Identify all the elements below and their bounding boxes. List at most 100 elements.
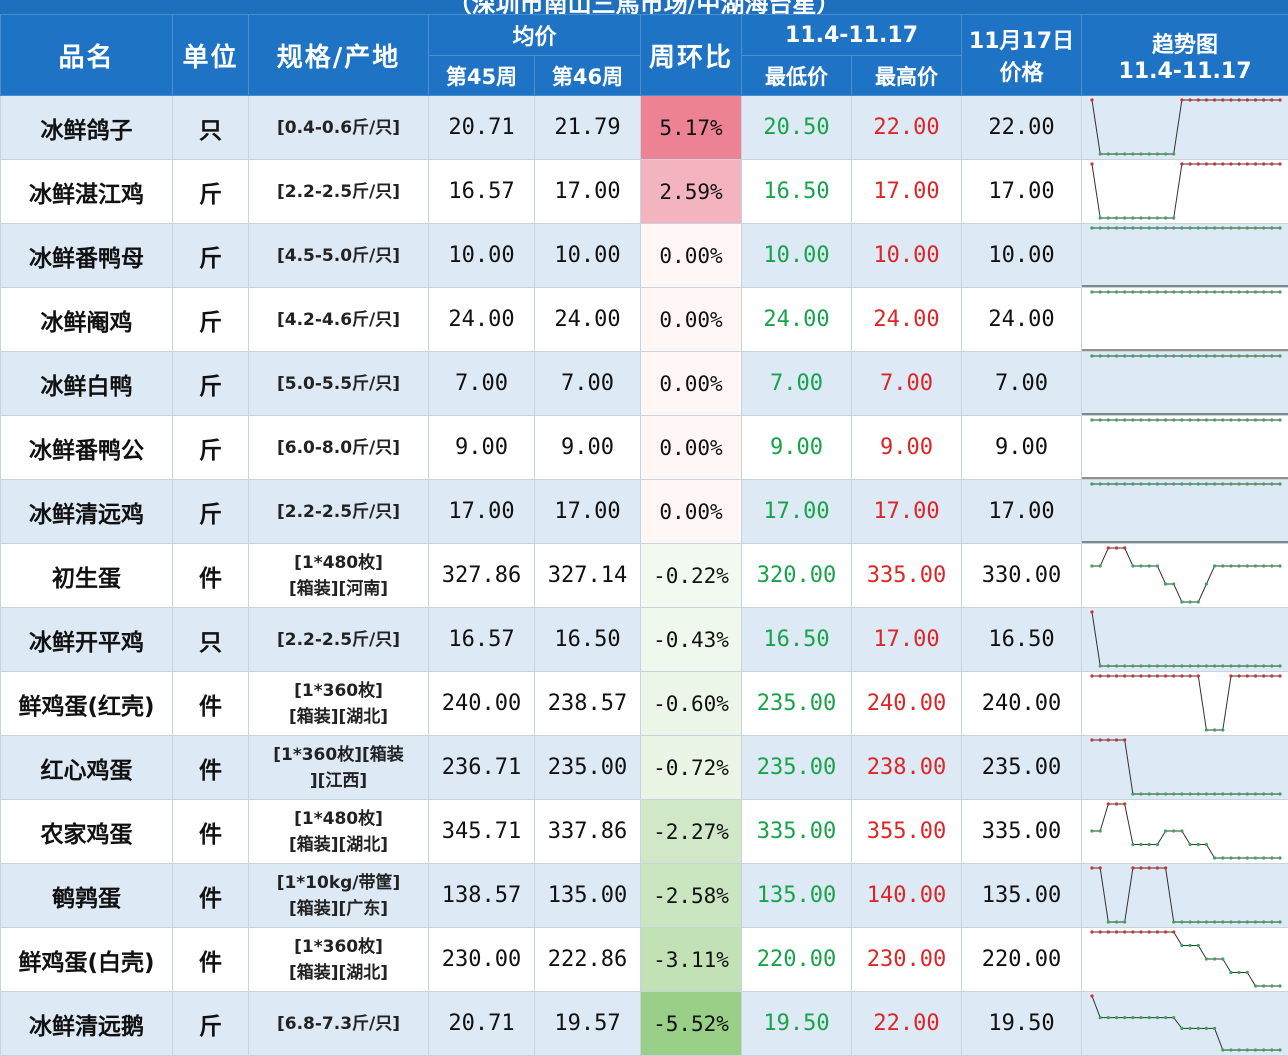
trend-point: [1213, 226, 1217, 230]
trend-point: [1106, 482, 1110, 486]
trend-sparkline: [1090, 98, 1282, 156]
trend-cell: [1081, 351, 1288, 416]
trend-point: [1253, 354, 1258, 358]
trend-point: [1131, 674, 1135, 678]
trend-point: [1147, 842, 1151, 847]
week46-avg: 9.00: [533, 415, 642, 480]
trend-point: [1262, 354, 1266, 358]
trend-point: [1180, 482, 1184, 486]
trend-point: [1155, 354, 1160, 358]
trend-cell: [1081, 799, 1288, 864]
trend-point: [1090, 994, 1094, 998]
trend-point: [1278, 792, 1282, 796]
trend-point: [1196, 664, 1200, 668]
trend-point: [1172, 482, 1176, 486]
trend-line: [1092, 931, 1281, 987]
header-low: 最低价: [741, 55, 853, 96]
unit-cell: 斤: [172, 351, 249, 416]
trend-point: [1245, 162, 1249, 166]
spec-line-2: [箱装][湖北]: [288, 706, 389, 727]
trend-point: [1204, 290, 1209, 294]
trend-point: [1262, 226, 1266, 230]
trend-point: [1188, 920, 1192, 924]
table-row: 冰鲜清远鹅斤 [6.8-7.3斤/只] 20.71 19.57 -5.52% 19.50 2…: [0, 991, 1288, 1056]
trend-point: [1229, 354, 1233, 358]
trend-point: [1229, 920, 1233, 924]
unit-cell: 斤: [172, 287, 249, 352]
trend-point: [1188, 226, 1192, 230]
trend-point: [1278, 226, 1282, 230]
trend-point: [1090, 738, 1094, 742]
trend-point: [1270, 674, 1274, 678]
trend-point: [1131, 664, 1135, 668]
week45-avg: 9.00: [428, 415, 535, 480]
trend-point: [1180, 418, 1184, 422]
trend-point: [1098, 866, 1102, 870]
trend-point: [1139, 216, 1143, 220]
trend-point: [1147, 1016, 1151, 1020]
trend-point: [1196, 290, 1200, 294]
table-row: 鲜鸡蛋(红壳) 件 [1*360枚] [箱装][湖北] 240.00 238.57 -0.6…: [0, 671, 1288, 736]
trend-point: [1213, 856, 1217, 860]
week45-avg: 345.71: [428, 799, 535, 864]
current-price: 17.00: [961, 159, 1083, 224]
trend-point: [1245, 98, 1249, 102]
high-price: 22.00: [851, 95, 963, 160]
trend-point: [1139, 564, 1143, 568]
wow-change: -2.27%: [640, 799, 743, 864]
trend-point: [1147, 792, 1151, 796]
table-row: 冰鲜清远鸡斤 [2.2-2.5斤/只] 17.00 17.00 0.00% 17.00 17…: [0, 479, 1288, 544]
trend-point: [1098, 290, 1102, 294]
trend-point: [1229, 162, 1233, 166]
trend-point: [1237, 920, 1241, 924]
current-price: 240.00: [961, 671, 1083, 736]
unit-cell: 件: [172, 671, 249, 736]
trend-point: [1253, 418, 1258, 422]
spec-line-1: [1*360枚][箱装: [273, 744, 404, 765]
trend-point: [1221, 162, 1225, 166]
current-price: 24.00: [961, 287, 1083, 352]
low-price: 335.00: [741, 799, 853, 864]
trend-point: [1147, 564, 1151, 568]
trend-point: [1278, 162, 1282, 166]
trend-point: [1131, 290, 1135, 294]
trend-cell: [1081, 415, 1288, 480]
trend-sparkline: [1090, 162, 1282, 220]
trend-line: [1091, 995, 1281, 1051]
trend-cell: [1081, 927, 1288, 992]
trend-point: [1172, 1016, 1176, 1020]
trend-point: [1172, 226, 1176, 230]
header-wow: 周环比: [640, 14, 743, 96]
trend-sparkline: [1090, 866, 1282, 924]
trend-point: [1123, 664, 1127, 668]
week45-avg: 7.00: [428, 351, 535, 416]
trend-point: [1106, 1016, 1110, 1020]
product-name: 冰鲜阉鸡: [0, 287, 173, 352]
spec-cell: [2.2-2.5斤/只]: [248, 159, 429, 224]
high-price: 10.00: [851, 223, 963, 288]
trend-point: [1262, 482, 1266, 486]
trend-point: [1155, 290, 1160, 294]
unit-cell: 斤: [172, 479, 249, 544]
trend-point: [1270, 98, 1274, 102]
trend-point: [1278, 354, 1282, 358]
trend-point: [1278, 664, 1282, 668]
trend-point: [1253, 290, 1258, 294]
trend-point: [1131, 842, 1135, 847]
trend-point: [1237, 856, 1241, 860]
trend-point: [1196, 354, 1200, 358]
trend-point: [1278, 984, 1282, 988]
trend-point: [1172, 674, 1176, 678]
trend-point: [1270, 984, 1274, 988]
week46-avg: 135.00: [533, 863, 642, 928]
wow-change: -3.11%: [640, 927, 743, 992]
week45-avg: 24.00: [428, 287, 535, 352]
trend-point: [1114, 216, 1119, 220]
trend-point: [1164, 152, 1168, 156]
spec-line-1: [1*360枚]: [294, 936, 383, 957]
spec-line-1: [6.8-7.3斤/只]: [276, 1013, 401, 1034]
trend-point: [1196, 162, 1200, 166]
trend-point: [1155, 216, 1160, 220]
trend-point: [1204, 482, 1209, 486]
trend-point: [1123, 802, 1127, 806]
